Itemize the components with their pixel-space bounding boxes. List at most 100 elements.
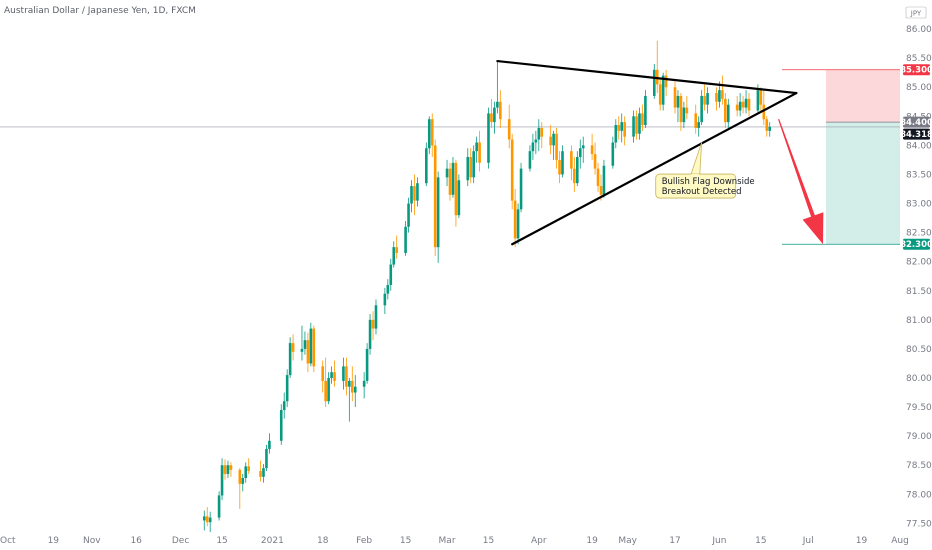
candle-body	[534, 139, 538, 143]
candle-body	[291, 343, 295, 352]
candle-body	[632, 116, 635, 137]
x-tick-label: 19	[856, 536, 868, 546]
callout-text-line: Breakout Detected	[662, 187, 742, 197]
currency-badge[interactable]: JPY	[905, 6, 927, 19]
candle-body	[312, 328, 316, 367]
candle-body	[348, 380, 351, 387]
candle	[217, 491, 221, 521]
candle-body	[303, 340, 307, 349]
candle-body	[220, 465, 224, 496]
x-tick-label: 2021	[261, 536, 284, 546]
candle-body	[351, 380, 354, 393]
candle	[735, 95, 739, 117]
candle-body	[300, 348, 304, 352]
candle	[570, 145, 573, 181]
candle	[590, 133, 594, 160]
candle-body	[368, 319, 372, 349]
candle	[430, 113, 434, 158]
candle-body	[537, 127, 541, 140]
candle	[490, 98, 493, 128]
x-tick-label: 18	[317, 536, 329, 546]
stop-loss-zone[interactable]	[825, 69, 900, 123]
candle-body	[268, 440, 271, 449]
candle	[291, 334, 295, 361]
candle	[644, 90, 647, 128]
candle	[676, 90, 680, 123]
candle-body	[451, 162, 455, 195]
x-tick-label: 19	[48, 536, 60, 546]
candle-body	[217, 495, 221, 518]
candle-body	[383, 293, 387, 306]
x-tick-label: May	[618, 536, 637, 546]
candle	[451, 157, 455, 198]
candle	[351, 366, 354, 402]
candle-body	[644, 95, 647, 126]
candle	[682, 101, 686, 128]
take-profit-zone[interactable]	[825, 122, 900, 245]
candle	[374, 299, 378, 335]
candle	[220, 458, 224, 501]
price-axis[interactable]: 77.500 78.000 78.500 79.000 79.500 80.000 80.5…	[906, 25, 932, 529]
price-tag-bg	[903, 116, 930, 128]
candle-body	[552, 133, 555, 146]
candle-body	[410, 186, 413, 204]
candle	[208, 511, 212, 533]
candle	[673, 81, 677, 114]
candle-body	[309, 328, 313, 364]
candle	[285, 369, 289, 408]
candle	[457, 174, 461, 219]
candle	[652, 63, 656, 99]
time-axis[interactable]: Oct 19 Nov 16 Dec 15 2021 18 Feb 15 Mar 15 Apr 19 May 1…	[0, 536, 909, 546]
candle	[596, 162, 600, 192]
candle	[327, 372, 330, 405]
candle	[262, 464, 265, 483]
candle-body	[324, 380, 327, 402]
candle-body	[404, 226, 407, 253]
candle	[309, 322, 313, 367]
price-tag-label: 82.300	[900, 240, 932, 250]
x-tick-label: 19	[586, 536, 598, 546]
candle-body	[244, 466, 248, 479]
price-tags: 85.300 84.400 84.318 82.300	[900, 64, 932, 250]
candle	[404, 220, 407, 256]
candle	[623, 116, 626, 146]
candle	[697, 116, 700, 137]
candle-body	[288, 343, 292, 376]
x-tick-label: Dec	[172, 536, 189, 546]
candle	[516, 203, 520, 245]
candle-body	[581, 145, 585, 149]
x-tick-label: Jul	[802, 536, 814, 546]
x-tick-label: 15	[755, 536, 766, 546]
y-tick-label: 79.000	[906, 432, 932, 442]
candle	[395, 235, 399, 259]
candle	[362, 372, 366, 399]
candle	[300, 325, 304, 361]
y-tick-label: 80.500	[906, 345, 932, 355]
candle-body	[676, 95, 680, 108]
currency-badge-label: JPY	[910, 10, 922, 18]
candle	[265, 444, 268, 472]
candle	[475, 136, 478, 163]
candle	[321, 360, 324, 393]
candle-body	[765, 119, 769, 131]
candle	[383, 287, 387, 315]
candle	[558, 151, 561, 184]
downside-arrow[interactable]	[778, 119, 824, 245]
candle	[578, 139, 582, 169]
candle-body	[599, 186, 603, 195]
candle-body	[457, 180, 461, 216]
candle-body	[573, 168, 576, 184]
candle	[499, 90, 502, 128]
candle-body	[487, 113, 490, 163]
candle	[658, 78, 662, 111]
triangle-pattern[interactable]	[496, 59, 798, 246]
y-tick-label: 80.000	[906, 374, 932, 384]
candle	[348, 377, 351, 422]
candle	[638, 107, 641, 140]
candle-body	[715, 93, 718, 102]
candle-body	[407, 203, 410, 227]
candle	[679, 93, 683, 131]
candle-body	[747, 98, 751, 111]
